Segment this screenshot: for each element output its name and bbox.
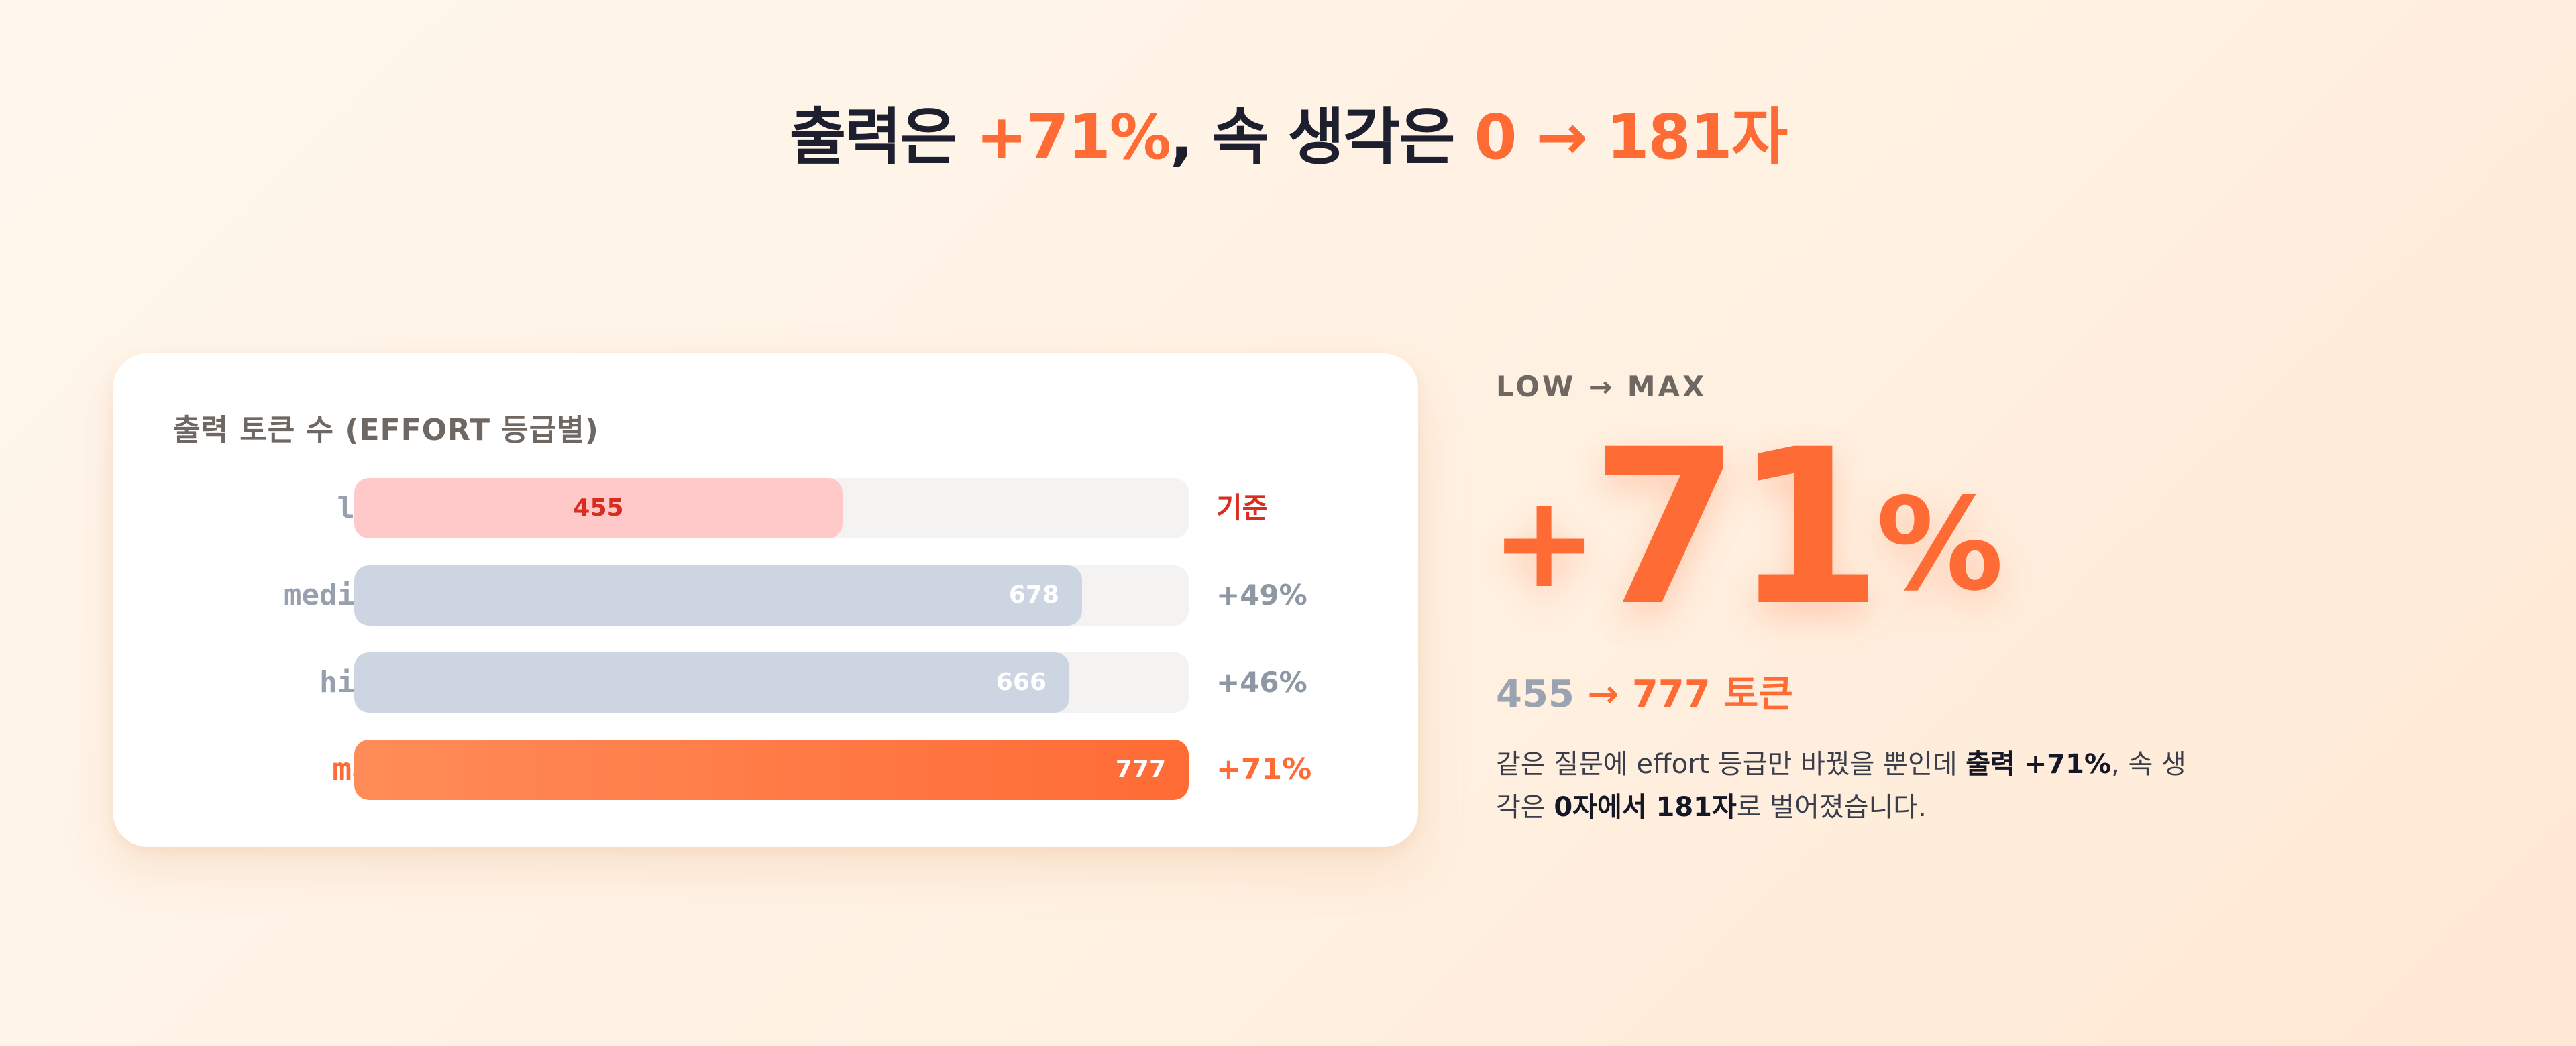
bar-row-max: max777+71% [113,740,1418,800]
bar-track-low: 455 [354,478,1189,538]
headline-highlight-thinking: 0 → 181자 [1474,101,1788,173]
headline-part3: , 속 생각은 [1169,101,1474,173]
desc-output-highlight: 출력 +71% [1966,749,2112,780]
bar-value-low: 455 [573,494,624,522]
bar-value-medium: 678 [1008,581,1059,609]
headline-highlight-output: +71% [975,101,1171,173]
chart-card: 출력 토큰 수 (EFFORT 등급별) low455기준medium678+4… [113,353,1418,847]
tokens-from: 455 [1496,673,1574,716]
chart-title: 출력 토큰 수 (EFFORT 등급별) [173,413,599,447]
big-percentage-plus: + [1491,468,1597,616]
bar-change-low: 기준 [1216,491,1269,524]
bar-track-high: 666 [354,652,1189,713]
desc-part5: 로 벌어졌습니다. [1736,792,1927,823]
big-percentage-number: 71 [1591,404,1882,653]
desc-part1: 같은 질문에 effort 등급만 바꿨을 뿐인데 [1496,749,1966,780]
bar-value-high: 666 [996,669,1046,696]
big-percentage-sign: % [1876,471,2004,619]
headline: 출력은 +71%, 속 생각은 0 → 181자 [0,87,2576,176]
token-change: 455 → 777 토큰 [1496,664,1793,718]
big-percentage: +71% [1491,421,2004,636]
bar-row-medium: medium 678 +49% [113,565,1418,626]
headline-part1: 출력은 [789,101,976,173]
tokens-to: 777 [1631,673,1711,716]
bar-row-high: high666+46% [113,652,1418,713]
tokens-unit: 토큰 [1723,673,1793,716]
bar-change-max: +71% [1216,752,1312,787]
summary-label: LOW → MAX [1496,370,1707,403]
tokens-arrow: → [1574,673,1632,716]
bar-low: 455 [354,478,843,538]
bar-medium: 678 [354,565,1082,626]
summary-description: 같은 질문에 effort 등급만 바꿨을 뿐인데 출력 +71%, 속 생각은… [1496,743,2207,829]
bar-row-low: low455기준 [113,478,1418,538]
bar-change-medium: +49% [1216,579,1307,612]
bar-change-high: +46% [1216,666,1307,699]
bar-high: 666 [354,652,1069,713]
bar-value-max: 777 [1115,756,1166,783]
desc-part3: , 속 생각은 [1496,749,2186,823]
desc-thinking-highlight: 0자에서 181자 [1554,792,1737,823]
bar-max: 777 [354,740,1189,800]
bar-track-medium: 678 [354,565,1189,626]
bar-track-max: 777 [354,740,1189,800]
